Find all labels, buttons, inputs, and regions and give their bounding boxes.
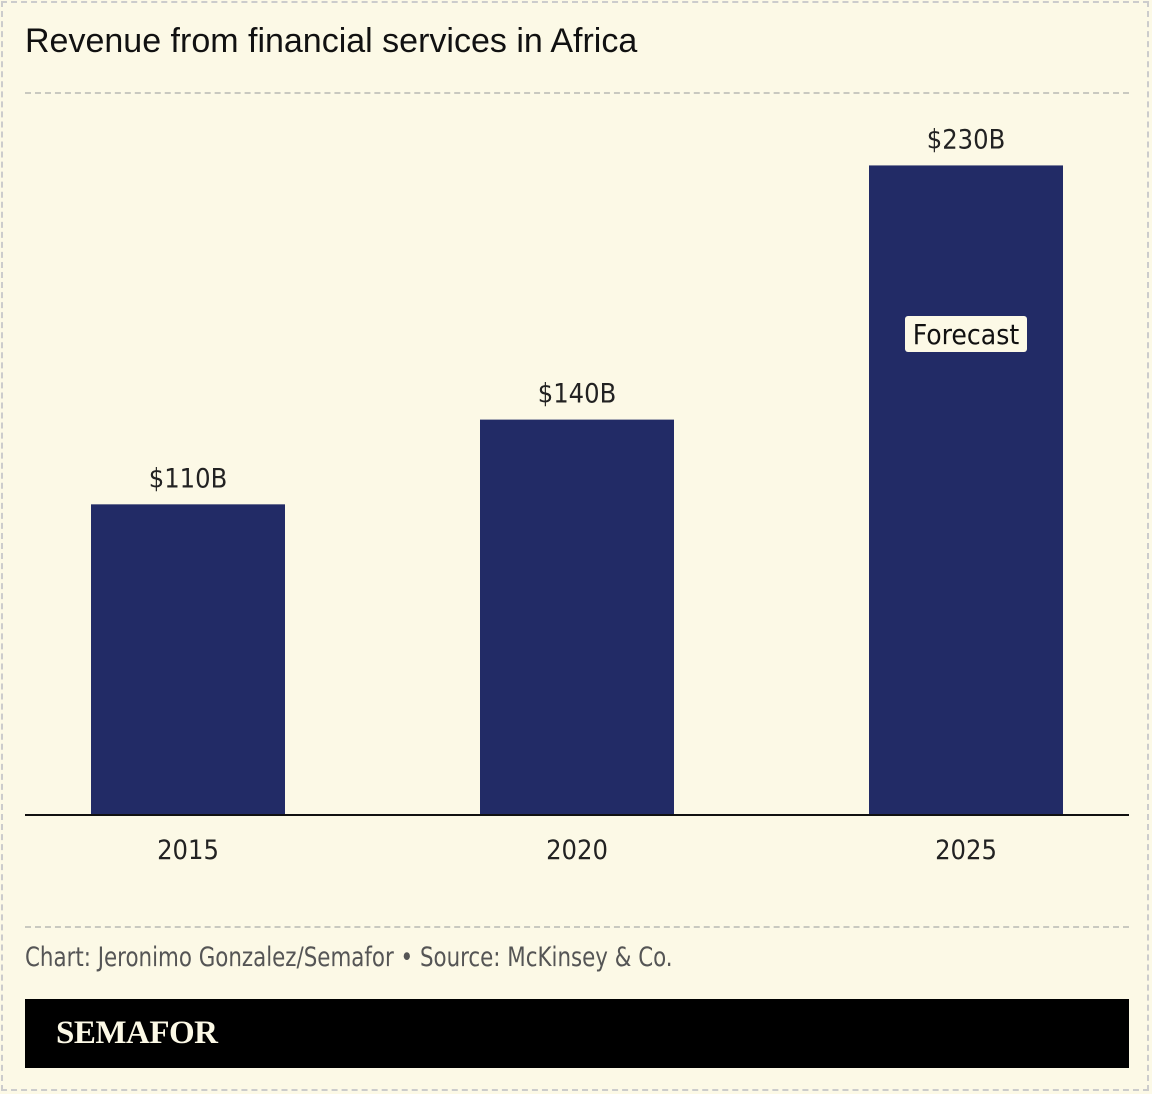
bar-2015 — [91, 504, 285, 815]
bar-2025 — [869, 165, 1063, 815]
x-tick-label-2015: 2015 — [157, 835, 219, 866]
title-divider — [25, 92, 1129, 94]
chart-title: Revenue from financial services in Afric… — [25, 22, 638, 60]
footer-divider — [25, 926, 1129, 928]
chart-credit: Chart: Jeronimo Gonzalez/Semafor • Sourc… — [25, 942, 673, 973]
data-label-2015: $110B — [149, 463, 227, 494]
brand-bar: SEMAFOR — [25, 999, 1129, 1068]
x-tick-label-2025: 2025 — [935, 835, 997, 866]
x-tick-label-2020: 2020 — [546, 835, 608, 866]
semafor-logo: SEMAFOR — [56, 1015, 218, 1051]
annotation-background — [905, 316, 1027, 352]
bar-chart: $110B 2015 $140B 2020 $230B 2025 Forecast — [25, 124, 1129, 866]
annotation-forecast: Forecast — [913, 318, 1020, 351]
bar-2020 — [480, 419, 674, 815]
data-label-2025: $230B — [927, 124, 1005, 155]
data-label-2020: $140B — [538, 379, 616, 410]
